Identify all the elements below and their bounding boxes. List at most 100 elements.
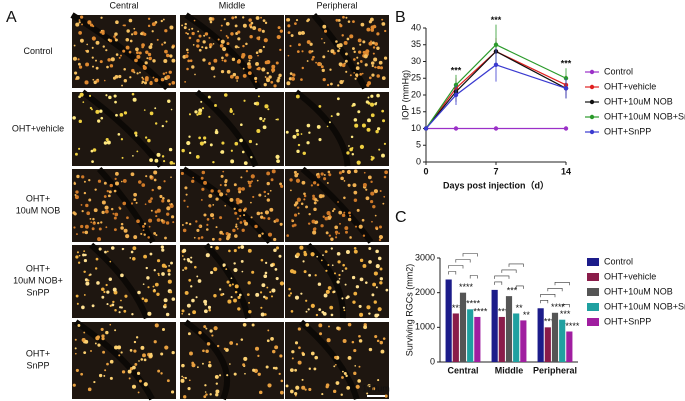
cell (107, 194, 111, 198)
cell (203, 34, 206, 37)
cell (160, 352, 164, 356)
cell (361, 218, 365, 222)
cell (222, 46, 227, 52)
cell (301, 50, 304, 53)
cell (351, 152, 355, 156)
cell (213, 326, 218, 331)
cell (98, 247, 102, 251)
cell (339, 80, 344, 85)
cell (100, 16, 103, 19)
cell (212, 217, 215, 220)
significance: *** (561, 59, 572, 69)
cell (128, 18, 133, 23)
cell (171, 350, 175, 355)
cell (95, 336, 100, 341)
cell (144, 61, 148, 65)
cell (375, 286, 378, 289)
cell (289, 44, 292, 48)
cell (342, 15, 345, 19)
cell (115, 171, 119, 176)
cell (353, 58, 356, 61)
cell (149, 158, 153, 163)
cell (222, 263, 226, 267)
cell (186, 67, 189, 71)
cell (115, 20, 119, 25)
cell (132, 365, 136, 370)
cell (114, 329, 117, 332)
cell (294, 392, 298, 396)
cell (150, 209, 153, 212)
point (563, 126, 569, 131)
cell (72, 56, 77, 61)
cell (88, 94, 92, 97)
cell (223, 59, 227, 63)
cell (347, 356, 352, 360)
cell (347, 322, 352, 327)
cell (73, 226, 76, 229)
cell (250, 216, 253, 219)
bar (551, 312, 559, 362)
cell (214, 374, 219, 379)
cell (82, 253, 85, 257)
cell (345, 70, 348, 73)
cell (87, 20, 92, 25)
cell (129, 257, 132, 259)
cell (170, 390, 175, 394)
cell (334, 225, 339, 230)
cell (266, 339, 270, 343)
cell (134, 131, 138, 135)
cell (288, 77, 293, 81)
cell (208, 115, 211, 118)
legend-marker (589, 84, 595, 90)
cell (145, 175, 148, 178)
comparison-bracket (455, 259, 471, 263)
cell (152, 76, 155, 79)
cell (142, 353, 146, 358)
cell (341, 34, 344, 37)
cell (188, 113, 192, 116)
cell (99, 60, 103, 64)
x-tick-label: 14 (561, 166, 571, 176)
cell (92, 217, 95, 221)
cell (237, 307, 241, 311)
vessel (96, 166, 156, 244)
cell (209, 143, 213, 147)
cell (205, 253, 210, 258)
cell (81, 305, 85, 310)
cell (330, 247, 333, 250)
cell (142, 283, 145, 286)
cell (382, 202, 385, 205)
cell (375, 264, 380, 269)
cell (242, 208, 246, 212)
cell (346, 151, 350, 155)
cell (215, 382, 218, 385)
cell (208, 361, 211, 364)
cell (368, 20, 372, 24)
cell (335, 18, 339, 22)
cell (355, 73, 359, 77)
cell (196, 39, 200, 43)
cell (271, 67, 276, 73)
cell (366, 392, 369, 395)
cell (122, 178, 127, 183)
x-tick-label: Peripheral (533, 365, 577, 375)
cell (275, 276, 279, 281)
cell (363, 171, 366, 174)
cell (182, 248, 187, 253)
y-tick-label: 1000 (415, 322, 435, 332)
cell (218, 237, 222, 241)
cell (131, 313, 134, 316)
cell (338, 171, 342, 175)
cell (104, 205, 109, 210)
cell (289, 189, 292, 192)
cell (133, 198, 137, 202)
cell (308, 212, 311, 216)
cell (147, 286, 150, 289)
cell (260, 312, 265, 317)
cell (312, 230, 317, 235)
cell (119, 54, 122, 57)
cell (243, 356, 248, 361)
cell (295, 94, 300, 99)
cell (188, 151, 192, 155)
cell (385, 288, 389, 292)
